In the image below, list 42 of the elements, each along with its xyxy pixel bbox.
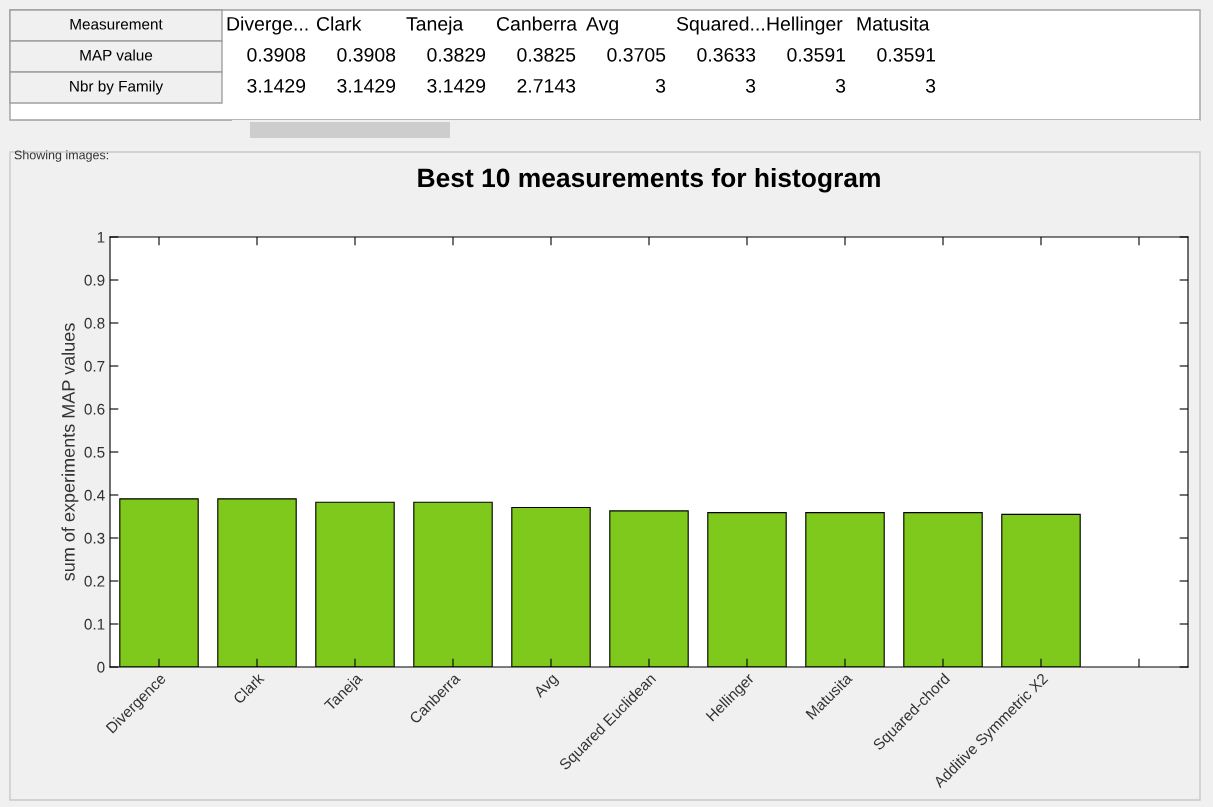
- text: 3.1429: [337, 78, 396, 93]
- text: MAP value: [80, 49, 153, 61]
- text: Clark: [316, 16, 362, 31]
- x-tick-label: Avg: [532, 672, 561, 701]
- text: Diverge...: [227, 16, 308, 35]
- text: 3: [745, 78, 756, 93]
- y-tick-label: 0: [97, 661, 105, 673]
- y-tick-label: 0.9: [84, 274, 105, 286]
- text: Squared...: [676, 16, 764, 35]
- text: 0.3908: [337, 47, 396, 62]
- text: Showing images:: [14, 150, 109, 162]
- text: 2.7143: [517, 78, 576, 93]
- text: 0.3825: [517, 47, 576, 62]
- text: 0.3908: [247, 47, 306, 62]
- y-tick-label: 0.2: [84, 575, 105, 587]
- text: Hellinger: [767, 16, 843, 35]
- text: 3.1429: [427, 78, 486, 93]
- text: 0.3829: [427, 47, 486, 62]
- text: Canberra: [496, 16, 578, 31]
- text: Measurement: [70, 18, 163, 30]
- y-tick-label: 0.6: [84, 403, 105, 415]
- y-tick-label: 0.3: [84, 532, 105, 544]
- y-axis-title: sum of experiments MAP values: [61, 323, 79, 581]
- text: Nbr by Family: [70, 80, 164, 95]
- text: 3: [925, 78, 936, 93]
- text: 3: [655, 78, 666, 93]
- text: Taneja: [406, 16, 464, 35]
- text: 0.3705: [607, 47, 666, 62]
- text: 3: [835, 78, 846, 93]
- text: Avg: [586, 17, 618, 35]
- chart-title: Best 10 measurements for histogram: [418, 167, 880, 193]
- text: 0.3591: [787, 47, 846, 62]
- y-tick-label: 0.1: [84, 618, 105, 630]
- text: Matusita: [857, 16, 930, 31]
- y-tick-label: 0.5: [84, 446, 105, 458]
- text: 0.3633: [697, 47, 756, 62]
- text: 0.3591: [877, 47, 936, 62]
- y-tick-label: 0.8: [84, 317, 105, 329]
- y-tick-label: 1: [97, 232, 105, 243]
- y-tick-label: 0.4: [84, 489, 105, 501]
- text: 3.1429: [247, 78, 306, 93]
- y-tick-label: 0.7: [84, 360, 105, 372]
